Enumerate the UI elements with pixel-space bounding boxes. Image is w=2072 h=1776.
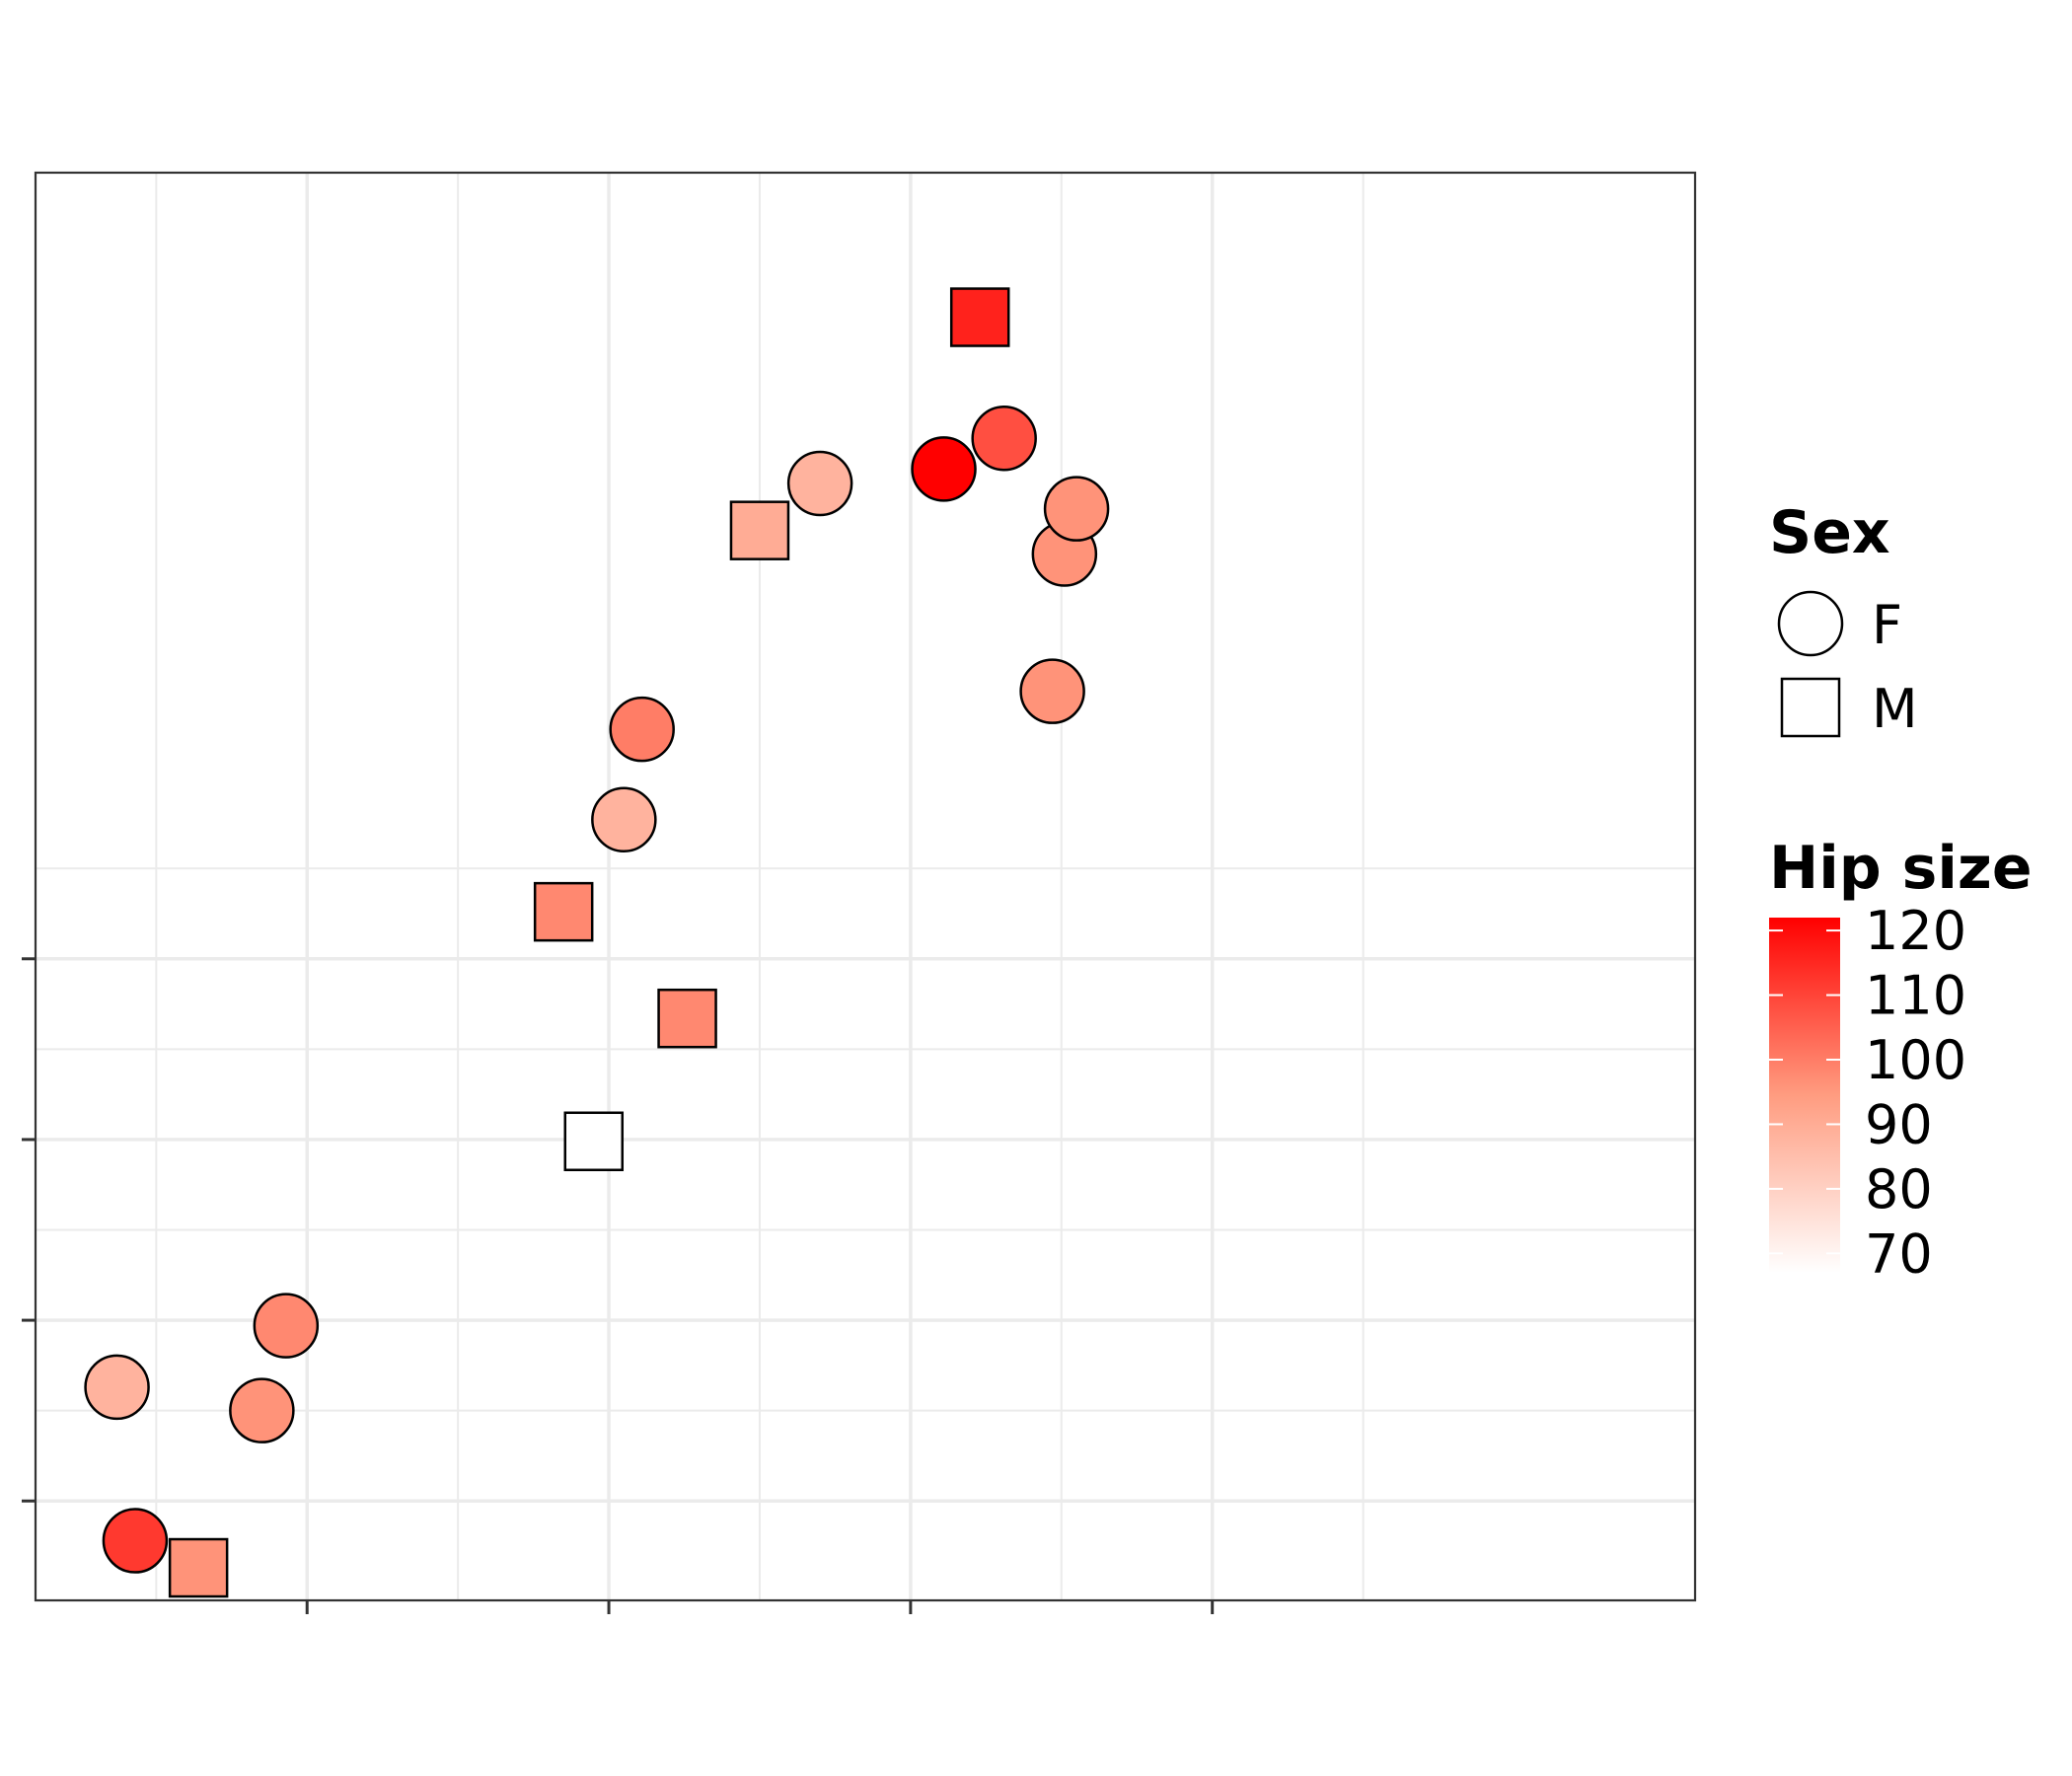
point-square-6 xyxy=(563,1111,625,1172)
point-circle-8 xyxy=(609,696,675,763)
point-circle-12 xyxy=(911,436,977,502)
y-axis-ticks xyxy=(22,957,36,1503)
legend-square-icon xyxy=(1780,677,1841,738)
panel-border xyxy=(34,171,1697,1602)
point-square-2 xyxy=(168,1537,229,1598)
color-legend: Hip size 120 110 100 90 80 70 xyxy=(1769,834,2033,1285)
point-circle-3 xyxy=(253,1293,320,1359)
point-circle-7 xyxy=(591,786,657,852)
colorbar-label-80: 80 xyxy=(1865,1158,1933,1221)
major-gridlines xyxy=(36,173,1695,1600)
colorbar-labels: 120 110 100 90 80 70 xyxy=(1865,900,1966,1285)
point-circle-17 xyxy=(1043,476,1110,542)
x-axis-ticks xyxy=(305,1600,1215,1614)
colorbar-label-110: 110 xyxy=(1865,965,1966,1027)
plot-panel xyxy=(34,171,1697,1602)
point-square-5 xyxy=(533,881,594,942)
point-circle-11 xyxy=(786,450,853,517)
legend-label-f: F xyxy=(1872,594,1902,656)
legend-label-m: M xyxy=(1872,678,1918,740)
legend: Sex F M Hip size 120 110 100 90 xyxy=(1769,498,2033,1285)
point-circle-14 xyxy=(971,406,1037,472)
point-circle-0 xyxy=(84,1354,150,1421)
shape-legend: Sex F M xyxy=(1769,498,1918,740)
colorbar-label-100: 100 xyxy=(1865,1029,1966,1091)
point-square-13 xyxy=(949,287,1010,347)
point-circle-1 xyxy=(102,1508,169,1574)
hip-size-colorbar xyxy=(1769,918,1840,1273)
legend-circle-icon xyxy=(1777,590,1844,657)
colorbar-label-70: 70 xyxy=(1865,1222,1933,1285)
color-legend-title: Hip size xyxy=(1769,834,2033,903)
panel-background xyxy=(36,173,1695,1600)
point-circle-4 xyxy=(229,1377,295,1443)
shape-legend-title: Sex xyxy=(1769,498,1890,567)
point-square-10 xyxy=(729,500,790,560)
colorbar-label-120: 120 xyxy=(1865,900,1966,962)
colorbar-ticks xyxy=(1769,929,1840,1255)
data-points xyxy=(84,287,1110,1598)
colorbar-label-90: 90 xyxy=(1865,1093,1933,1155)
point-square-9 xyxy=(657,988,717,1049)
minor-gridlines xyxy=(36,173,1695,1600)
point-circle-15 xyxy=(1019,658,1085,724)
